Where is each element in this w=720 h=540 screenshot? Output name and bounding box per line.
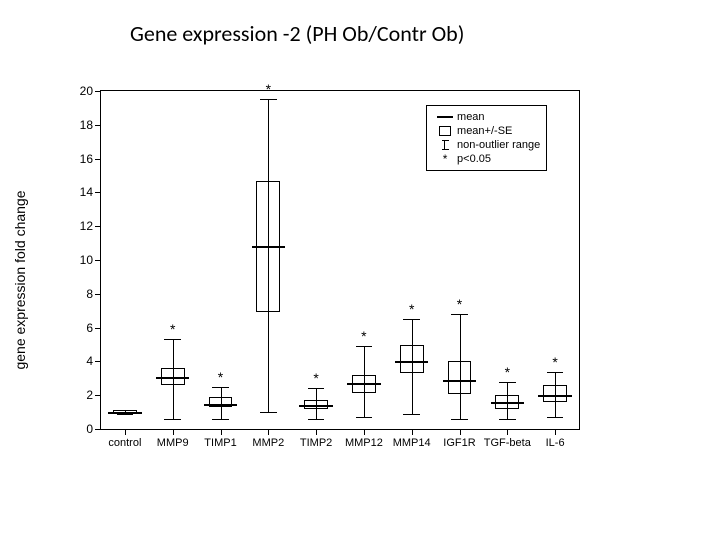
whisker-cap bbox=[260, 99, 277, 100]
y-tick bbox=[95, 125, 101, 126]
x-tick-label: TGF-beta bbox=[484, 437, 531, 449]
x-tick bbox=[412, 429, 413, 435]
legend-label: p<0.05 bbox=[457, 153, 491, 165]
legend: mean mean+/-SE non-outlier range*p<0.05 bbox=[426, 105, 547, 171]
whisker-cap bbox=[308, 388, 325, 389]
legend-item: non-outlier range bbox=[433, 138, 540, 152]
mean-line bbox=[252, 246, 285, 248]
y-tick-label: 16 bbox=[80, 152, 93, 166]
x-tick-label: MMP9 bbox=[157, 437, 189, 449]
legend-label: mean+/-SE bbox=[457, 125, 512, 137]
significance-star-icon: * bbox=[457, 296, 462, 312]
whisker-cap bbox=[547, 417, 564, 418]
y-tick bbox=[95, 91, 101, 92]
page-title: Gene expression -2 (PH Ob/Contr Ob) bbox=[130, 20, 464, 47]
mean-line bbox=[108, 412, 141, 414]
y-tick-label: 8 bbox=[86, 287, 93, 301]
y-tick bbox=[95, 226, 101, 227]
y-tick bbox=[95, 294, 101, 295]
se-box bbox=[448, 361, 472, 393]
y-tick bbox=[95, 328, 101, 329]
x-tick-label: TIMP1 bbox=[204, 437, 236, 449]
y-tick bbox=[95, 395, 101, 396]
mean-line bbox=[204, 404, 237, 406]
whisker-cap bbox=[356, 417, 373, 418]
x-tick bbox=[316, 429, 317, 435]
x-tick-label: IL-6 bbox=[546, 437, 565, 449]
significance-star-icon: * bbox=[266, 81, 271, 97]
x-tick bbox=[507, 429, 508, 435]
y-tick-label: 0 bbox=[86, 422, 93, 436]
x-tick bbox=[364, 429, 365, 435]
mean-line bbox=[443, 380, 476, 382]
y-tick bbox=[95, 159, 101, 160]
y-tick-label: 14 bbox=[80, 185, 93, 199]
mean-line bbox=[395, 361, 428, 363]
legend-item: *p<0.05 bbox=[433, 152, 540, 166]
whisker-cap bbox=[164, 419, 181, 420]
y-tick-label: 2 bbox=[86, 388, 93, 402]
y-tick-label: 10 bbox=[80, 253, 93, 267]
y-tick bbox=[95, 192, 101, 193]
y-tick-label: 6 bbox=[86, 321, 93, 335]
y-tick bbox=[95, 429, 101, 430]
x-tick bbox=[125, 429, 126, 435]
x-tick-label: control bbox=[108, 437, 141, 449]
mean-line bbox=[538, 395, 571, 397]
whisker-cap bbox=[308, 419, 325, 420]
whisker-cap bbox=[212, 387, 229, 388]
whisker-cap bbox=[403, 414, 420, 415]
whisker-cap bbox=[451, 419, 468, 420]
legend-label: mean bbox=[457, 111, 485, 123]
whisker-cap bbox=[164, 339, 181, 340]
plot-area: meanmean+/-SEnon-outlier range*p<0.05 02… bbox=[100, 90, 580, 430]
whisker-cap bbox=[212, 419, 229, 420]
x-tick bbox=[173, 429, 174, 435]
chart: gene expression fold change meanmean+/-S… bbox=[60, 90, 580, 470]
significance-star-icon: * bbox=[409, 301, 414, 317]
legend-mean-icon bbox=[433, 116, 457, 118]
whisker-cap bbox=[547, 372, 564, 373]
whisker-cap bbox=[356, 346, 373, 347]
significance-star-icon: * bbox=[361, 328, 366, 344]
x-tick-label: TIMP2 bbox=[300, 437, 332, 449]
mean-line bbox=[156, 377, 189, 379]
significance-star-icon: * bbox=[170, 321, 175, 337]
mean-line bbox=[491, 402, 524, 404]
y-tick-label: 4 bbox=[86, 354, 93, 368]
x-tick-label: MMP12 bbox=[345, 437, 383, 449]
y-tick-label: 20 bbox=[80, 84, 93, 98]
whisker-cap bbox=[403, 319, 420, 320]
x-tick bbox=[555, 429, 556, 435]
whisker-cap bbox=[499, 382, 516, 383]
y-tick bbox=[95, 260, 101, 261]
whisker-cap bbox=[260, 412, 277, 413]
whisker-cap bbox=[499, 419, 516, 420]
y-tick-label: 18 bbox=[80, 118, 93, 132]
significance-star-icon: * bbox=[218, 369, 223, 385]
legend-item: mean+/-SE bbox=[433, 124, 540, 138]
whisker-cap bbox=[451, 314, 468, 315]
mean-line bbox=[299, 405, 332, 407]
y-axis-label: gene expression fold change bbox=[12, 190, 28, 369]
legend-label: non-outlier range bbox=[457, 139, 540, 151]
y-tick-label: 12 bbox=[80, 219, 93, 233]
x-tick-label: MMP14 bbox=[393, 437, 431, 449]
x-tick bbox=[221, 429, 222, 435]
legend-star-icon: * bbox=[433, 152, 457, 166]
x-tick-label: IGF1R bbox=[443, 437, 475, 449]
y-tick bbox=[95, 361, 101, 362]
legend-item: mean bbox=[433, 110, 540, 124]
legend-whisker-icon bbox=[433, 140, 457, 150]
se-box bbox=[543, 385, 567, 402]
se-box bbox=[400, 345, 424, 374]
significance-star-icon: * bbox=[313, 370, 318, 386]
significance-star-icon: * bbox=[505, 364, 510, 380]
x-tick bbox=[460, 429, 461, 435]
significance-star-icon: * bbox=[552, 354, 557, 370]
mean-line bbox=[347, 383, 380, 385]
x-tick bbox=[268, 429, 269, 435]
x-tick-label: MMP2 bbox=[252, 437, 284, 449]
legend-box-icon bbox=[433, 126, 457, 136]
